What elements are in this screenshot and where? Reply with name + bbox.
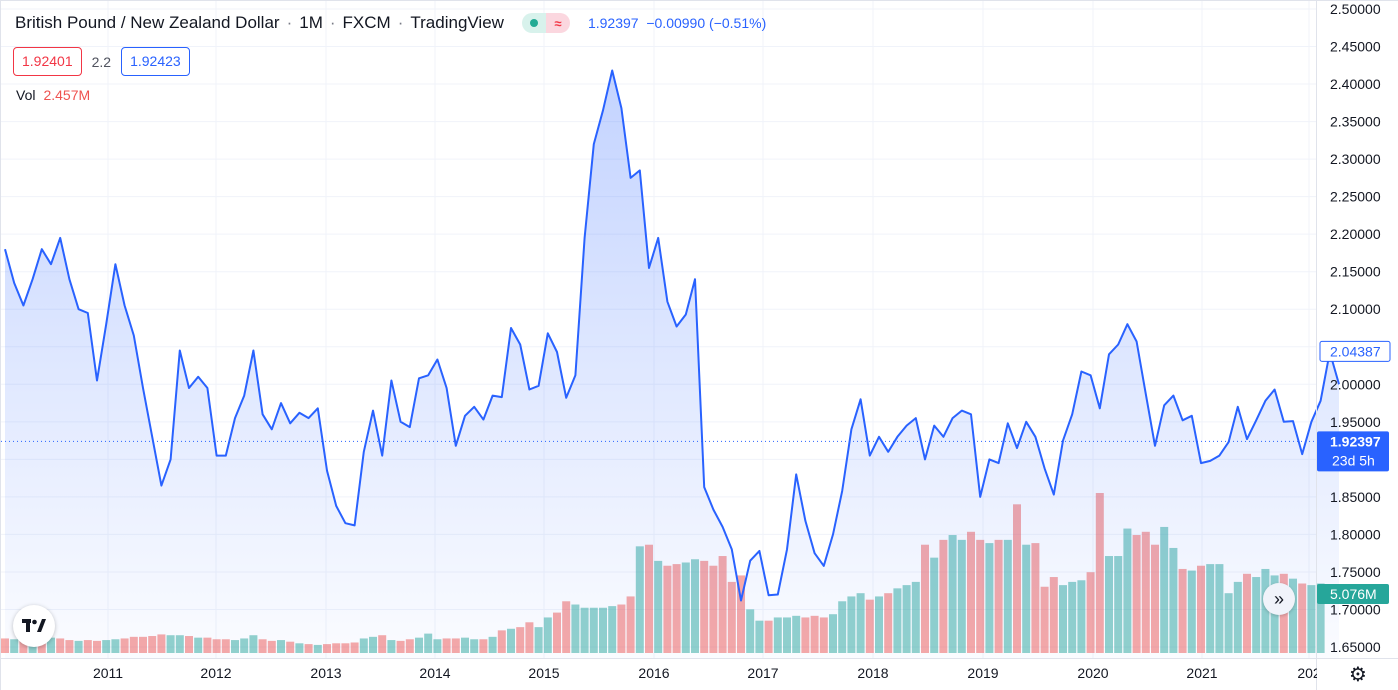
high-price-label: 2.04387 <box>1330 343 1381 359</box>
double-chevron-right-icon: » <box>1273 588 1284 609</box>
time-axis-label: 2014 <box>419 665 450 681</box>
spread-value: 2.2 <box>91 53 112 70</box>
price-axis-label: 1.75000 <box>1330 564 1381 580</box>
axis-corner <box>1317 659 1398 690</box>
exchange-label: FXCM <box>342 13 391 32</box>
time-axis-label: 2018 <box>857 665 888 681</box>
price-axis-label: 1.95000 <box>1330 414 1381 430</box>
market-status-pill[interactable]: ≈ <box>521 13 570 33</box>
market-open-icon <box>521 13 546 33</box>
delayed-data-icon: ≈ <box>545 13 570 33</box>
price-axis-label: 2.15000 <box>1330 264 1381 280</box>
time-axis-label: 2012 <box>200 665 231 681</box>
sell-button[interactable]: 1.92401 <box>13 47 82 76</box>
quote-row: 1.92401 2.2 1.92423 <box>13 47 190 76</box>
price-axis-label: 2.40000 <box>1330 76 1381 92</box>
price-axis-label: 2.25000 <box>1330 189 1381 205</box>
price-axis-label: 2.35000 <box>1330 114 1381 130</box>
last-price-tag <box>1317 431 1389 472</box>
price-axis-label: 2.30000 <box>1330 151 1381 167</box>
last-price-change: 1.92397 −0.00990 (−0.51%) <box>588 15 766 31</box>
price-axis-label: 2.20000 <box>1330 226 1381 242</box>
time-axis-label: 202 <box>1297 665 1321 681</box>
price-axis-label: 1.70000 <box>1330 601 1381 617</box>
price-axis-label: 1.65000 <box>1330 639 1381 655</box>
price-line[interactable] <box>4 69 1340 602</box>
tradingview-logo-icon[interactable] <box>13 605 55 647</box>
buy-button[interactable]: 1.92423 <box>121 47 190 76</box>
separator-dot: · <box>329 13 336 32</box>
time-axis-label: 2021 <box>1186 665 1217 681</box>
symbol-legend: British Pound / New Zealand Dollar · 1M … <box>15 13 766 33</box>
price-axis-label: 1.80000 <box>1330 526 1381 542</box>
price-axis-label: 1.85000 <box>1330 489 1381 505</box>
symbol-title[interactable]: British Pound / New Zealand Dollar <box>15 13 280 32</box>
time-axis-label: 2017 <box>747 665 778 681</box>
price-axis-label: 2.45000 <box>1330 39 1381 55</box>
change-value: −0.00990 <box>646 15 706 31</box>
volume-label: Vol <box>16 87 36 103</box>
source-label: TradingView <box>410 13 504 32</box>
separator-dot: · <box>397 13 404 32</box>
gear-icon[interactable]: ⚙ <box>1349 663 1367 686</box>
time-axis-label: 2020 <box>1077 665 1108 681</box>
scroll-to-realtime-button[interactable]: » <box>1263 583 1295 615</box>
time-axis-label: 2019 <box>967 665 998 681</box>
time-axis-label: 2011 <box>93 665 123 681</box>
high-price-tag <box>1319 340 1391 362</box>
volume-tag <box>1317 584 1389 604</box>
time-axis-label: 2016 <box>638 665 669 681</box>
bar-countdown-label: 23d 5h <box>1332 452 1375 468</box>
volume-tag-label: 5.076M <box>1330 586 1377 602</box>
last-price-label: 1.92397 <box>1330 433 1381 449</box>
time-axis-label: 2015 <box>528 665 559 681</box>
time-axis-label: 2013 <box>310 665 341 681</box>
volume-value: 2.457M <box>43 87 91 103</box>
interval-label[interactable]: 1M <box>299 13 323 32</box>
last-price: 1.92397 <box>587 15 639 31</box>
price-axis-label: 2.00000 <box>1330 376 1381 392</box>
price-axis-label: 2.50000 <box>1330 1 1381 17</box>
change-percent: (−0.51%) <box>709 15 767 31</box>
volume-legend[interactable]: Vol 2.457M <box>16 87 90 103</box>
separator-dot: · <box>286 13 293 32</box>
price-axis-label: 2.10000 <box>1330 301 1381 317</box>
